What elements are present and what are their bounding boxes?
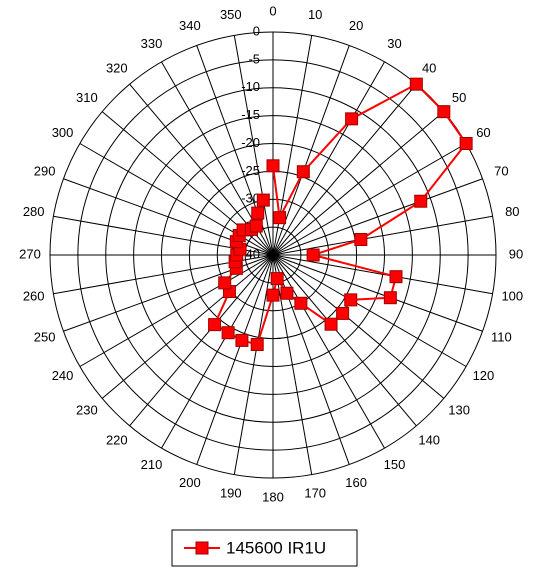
angle-label: 60 bbox=[476, 125, 490, 140]
marker bbox=[354, 233, 368, 247]
angle-label: 290 bbox=[34, 163, 56, 178]
marker bbox=[256, 193, 270, 207]
r-tick-label: -30 bbox=[241, 191, 260, 206]
marker bbox=[336, 306, 350, 320]
angle-label: 320 bbox=[106, 60, 128, 75]
spoke bbox=[272, 143, 467, 256]
marker bbox=[249, 219, 263, 233]
r-tick-label: -15 bbox=[241, 107, 260, 122]
angle-label: 120 bbox=[473, 368, 495, 383]
angle-label: 250 bbox=[34, 330, 56, 345]
marker bbox=[383, 291, 397, 305]
spoke bbox=[233, 35, 274, 256]
legend-label: 145600 IR1U bbox=[226, 538, 326, 557]
angle-label: 10 bbox=[308, 7, 322, 22]
angle-label: 210 bbox=[141, 457, 163, 472]
angle-label: 160 bbox=[345, 475, 367, 490]
marker bbox=[437, 105, 451, 119]
angle-label: 330 bbox=[141, 36, 163, 51]
angle-label: 270 bbox=[19, 246, 41, 261]
angle-label: 350 bbox=[220, 7, 242, 22]
spoke bbox=[272, 111, 445, 256]
angle-label: 0 bbox=[269, 3, 276, 18]
angle-label: 170 bbox=[304, 486, 326, 501]
marker bbox=[389, 270, 403, 284]
r-tick-label: -20 bbox=[241, 135, 260, 150]
marker bbox=[459, 137, 473, 150]
spoke bbox=[272, 178, 483, 256]
legend-marker bbox=[195, 541, 209, 555]
marker bbox=[251, 206, 265, 220]
angle-label: 180 bbox=[262, 489, 284, 504]
marker bbox=[266, 288, 280, 302]
marker bbox=[208, 318, 222, 332]
angle-label: 280 bbox=[23, 204, 45, 219]
angle-label: 150 bbox=[384, 457, 406, 472]
spoke bbox=[272, 254, 417, 427]
marker bbox=[409, 77, 423, 91]
angle-label: 30 bbox=[387, 36, 401, 51]
marker bbox=[344, 293, 358, 307]
spoke bbox=[272, 254, 445, 399]
angle-label: 300 bbox=[52, 125, 74, 140]
angle-label: 80 bbox=[505, 204, 519, 219]
angle-label: 200 bbox=[179, 475, 201, 490]
angle-label: 340 bbox=[179, 18, 201, 33]
angle-label: 40 bbox=[422, 60, 436, 75]
angle-label: 20 bbox=[349, 18, 363, 33]
marker bbox=[345, 112, 359, 126]
marker bbox=[294, 296, 308, 310]
angle-label: 310 bbox=[76, 90, 98, 105]
angle-label: 90 bbox=[509, 246, 523, 261]
angle-label: 260 bbox=[23, 289, 45, 304]
angle-label: 100 bbox=[501, 289, 523, 304]
marker bbox=[324, 317, 338, 331]
spoke bbox=[101, 254, 274, 399]
angle-label: 110 bbox=[491, 330, 512, 345]
spoke bbox=[129, 254, 274, 427]
marker bbox=[250, 337, 264, 351]
angle-label: 230 bbox=[76, 403, 98, 418]
angle-label: 130 bbox=[448, 403, 470, 418]
spoke bbox=[272, 61, 385, 256]
spoke bbox=[272, 254, 467, 367]
marker bbox=[273, 211, 287, 225]
marker bbox=[414, 194, 428, 208]
marker bbox=[280, 286, 294, 300]
marker bbox=[306, 248, 320, 262]
r-tick-label: -5 bbox=[248, 51, 260, 66]
marker bbox=[235, 333, 249, 347]
angle-label: 190 bbox=[220, 486, 242, 501]
angle-label: 220 bbox=[106, 433, 128, 448]
marker bbox=[296, 165, 310, 179]
angle-label: 140 bbox=[418, 433, 440, 448]
r-tick-label: -25 bbox=[241, 163, 260, 178]
angle-label: 50 bbox=[452, 90, 466, 105]
marker bbox=[266, 159, 280, 173]
angle-label: 240 bbox=[52, 368, 74, 383]
r-tick-label: -10 bbox=[241, 79, 260, 94]
spoke bbox=[196, 254, 274, 465]
marker bbox=[270, 272, 284, 286]
r-tick-label: 0 bbox=[253, 23, 260, 38]
angle-label: 70 bbox=[494, 163, 508, 178]
marker bbox=[221, 326, 235, 340]
spoke bbox=[161, 254, 274, 449]
marker bbox=[218, 276, 232, 290]
spoke bbox=[272, 254, 483, 332]
spoke bbox=[272, 83, 417, 256]
